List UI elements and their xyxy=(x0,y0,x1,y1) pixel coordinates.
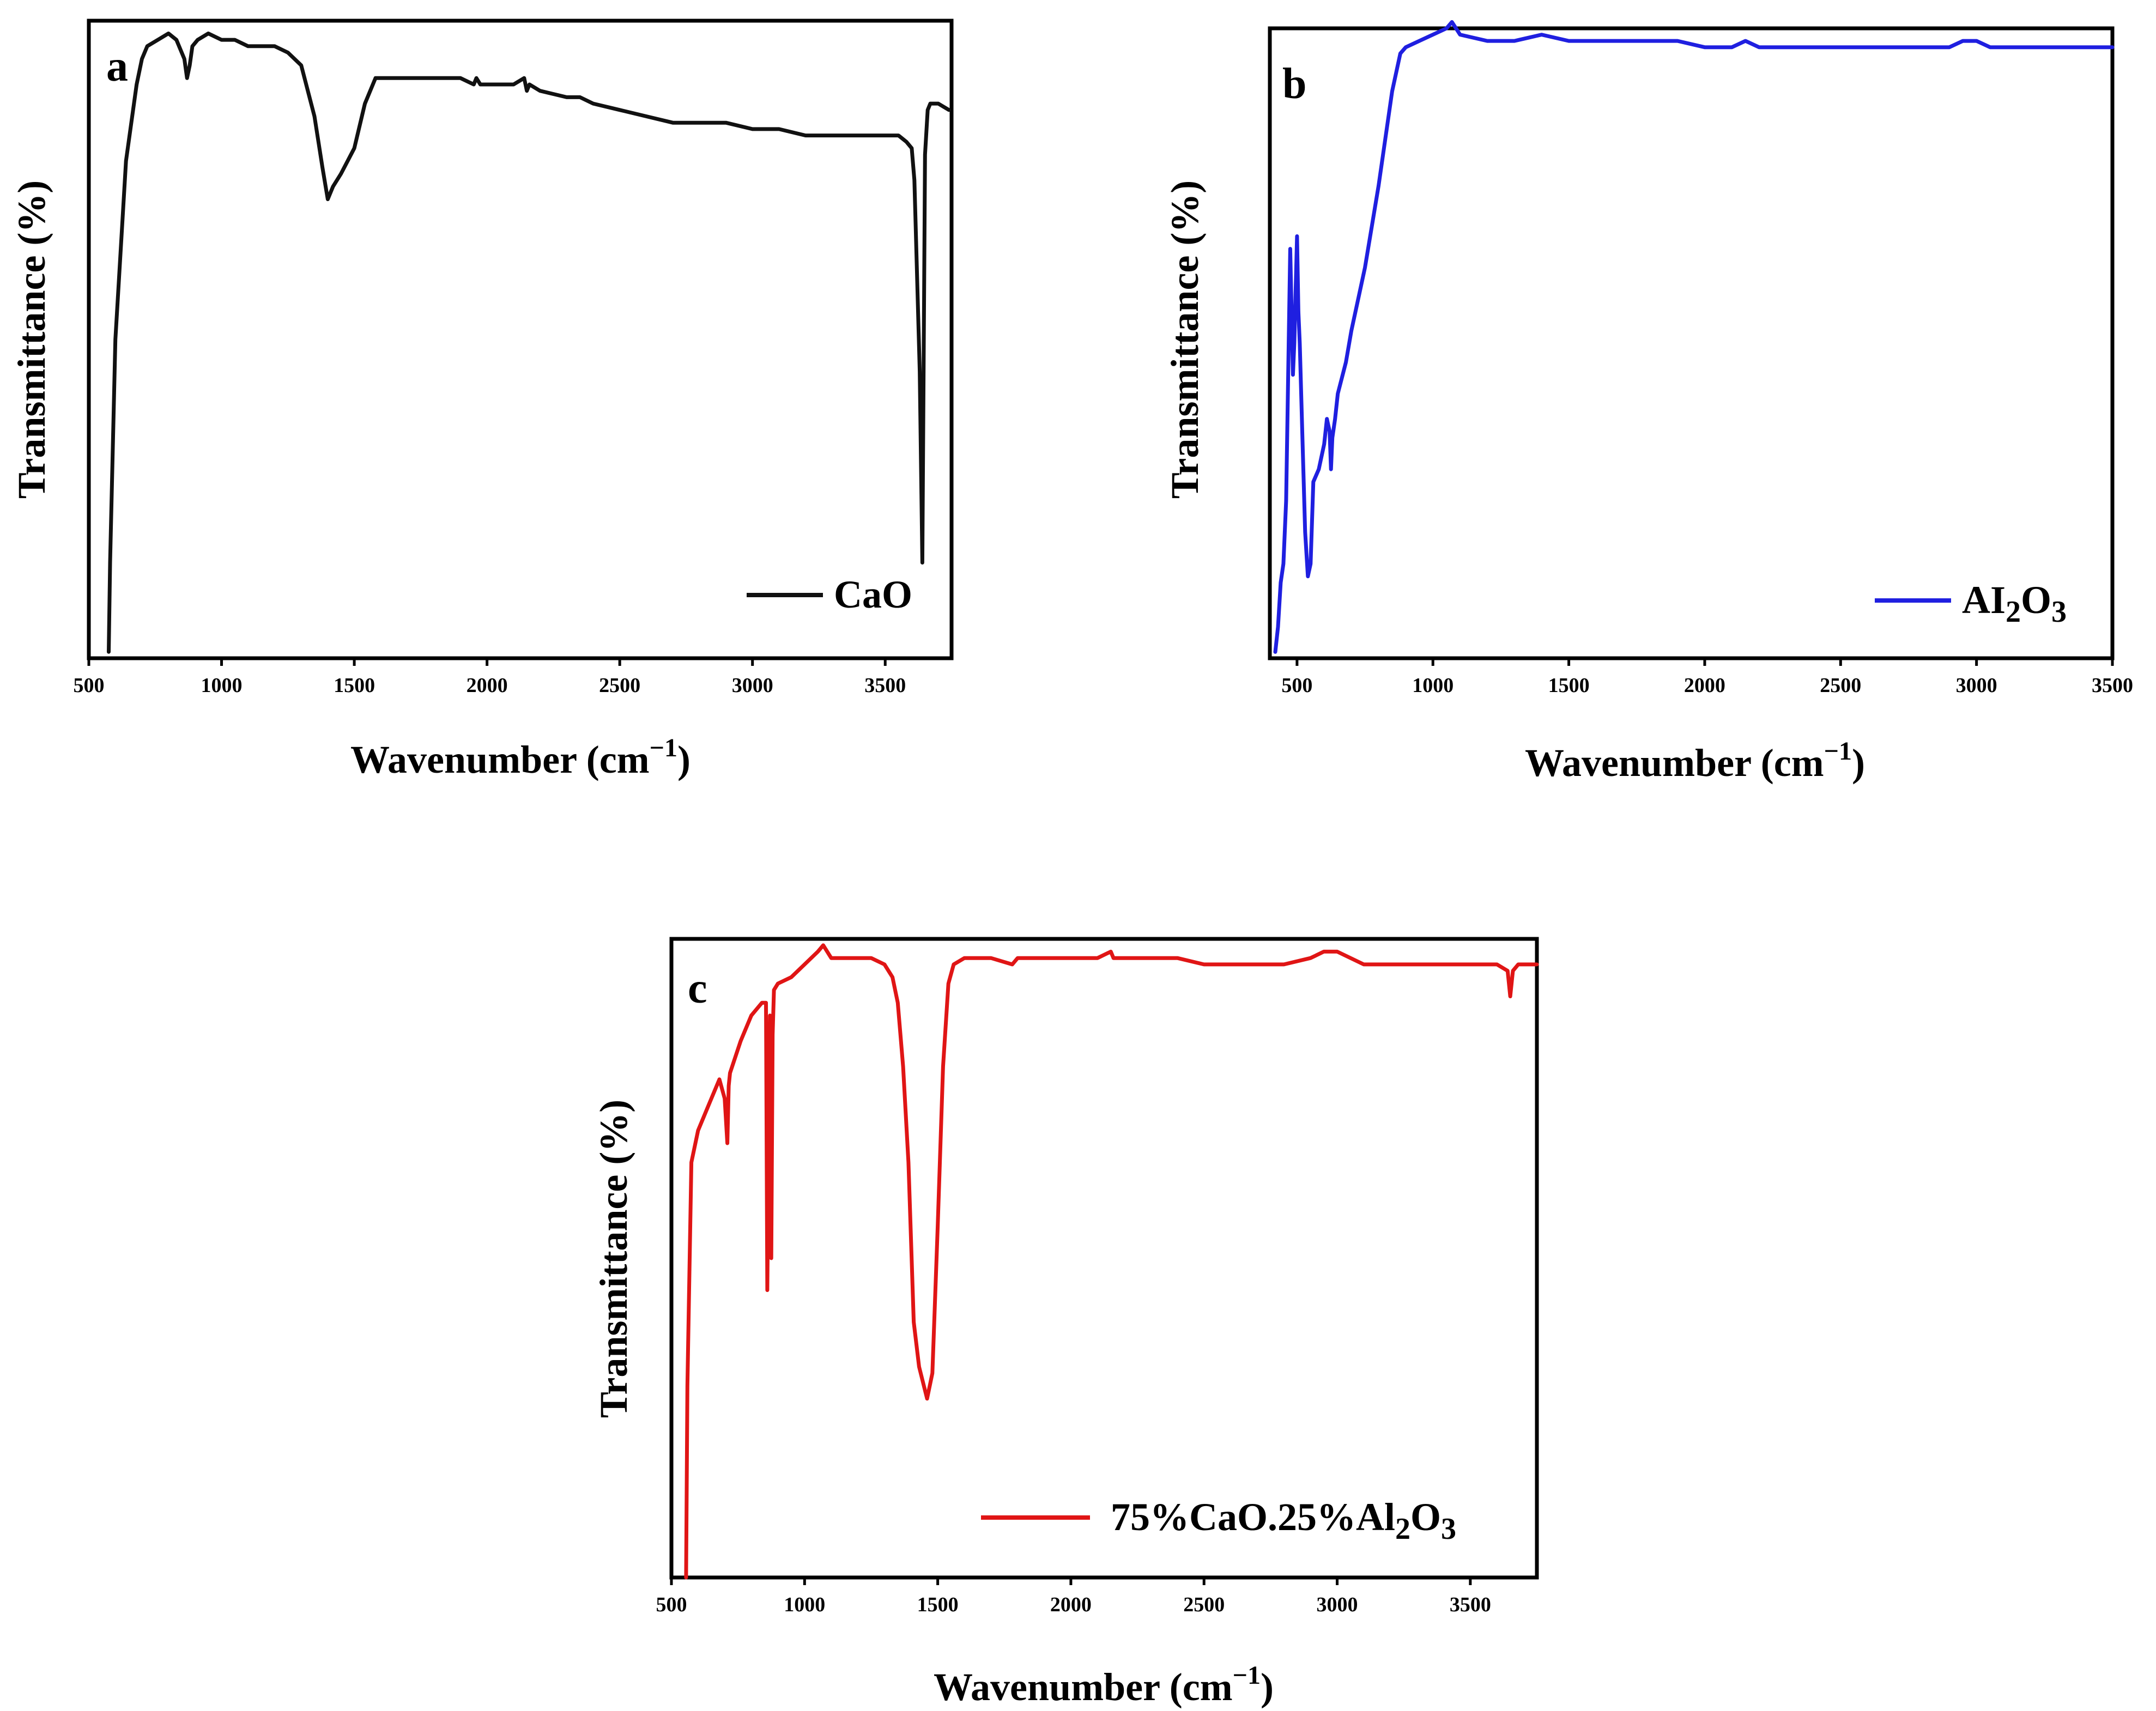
panel-c-x-tick-label-1500: 1500 xyxy=(917,1593,959,1616)
panel-a-x-tick-label-3000: 3000 xyxy=(732,674,773,697)
panel-c-x-tick-label-3000: 3000 xyxy=(1317,1593,1358,1616)
panel-b-tag: b xyxy=(1282,60,1307,108)
panel-b-x-tick-label-1000: 1000 xyxy=(1412,674,1454,697)
panel-b-x-axis-title-close: ) xyxy=(1852,741,1865,785)
panel-a-x-tick-label-3500: 3500 xyxy=(864,674,906,697)
panel-a-legend-part-0: CaO xyxy=(834,573,912,616)
panel-a-x-ticks: 500 1000 1500 2000 2500 3000 3500 xyxy=(74,658,906,697)
panel-b-legend-part-0: AI xyxy=(1962,578,2006,622)
panel-c-x-tick-label-500: 500 xyxy=(656,1593,687,1616)
panel-a-legend-label: CaO xyxy=(834,573,912,616)
panel-a-x-tick-label-500: 500 xyxy=(74,674,105,697)
panel-c-x-axis-title: Wavenumber (cm−1) xyxy=(934,1661,1274,1709)
panel-a-x-tick-label-2000: 2000 xyxy=(467,674,508,697)
panel-a-x-axis-title-close: ) xyxy=(677,738,691,781)
panel-b-x-axis-title-sup: −1 xyxy=(1824,737,1852,766)
panel-b-legend-part-2: O xyxy=(2021,578,2051,622)
panel-c-plot-frame xyxy=(669,937,1539,1580)
panel-a-x-tick-label-1500: 1500 xyxy=(334,674,375,697)
panel-c: c 500 1000 1500 2000 2500 3000 3500 75%CaO.25%… xyxy=(592,937,1539,1709)
panel-a-x-axis-title-main: Wavenumber (cm xyxy=(350,738,650,781)
panel-b-y-axis-title: Transmittance (%) xyxy=(1163,180,1207,499)
panel-a-x-tick-label-2500: 2500 xyxy=(599,674,640,697)
panel-b-x-axis-title: Wavenumber (cm−1) xyxy=(1525,737,1865,785)
panel-c-legend-part-1: 2 xyxy=(1395,1512,1410,1546)
panel-b-legend-part-3: 3 xyxy=(2051,595,2067,629)
panel-a: a 500 1000 1500 2000 2500 3000 3500 CaO Transm… xyxy=(10,19,954,781)
panel-c-legend-label: 75%CaO.25%Al2O3 xyxy=(1111,1495,1456,1546)
panel-a-y-axis-title: Transmittance (%) xyxy=(10,180,53,499)
panel-b-x-tick-label-3500: 3500 xyxy=(2092,674,2133,697)
panel-c-x-axis-title-main: Wavenumber (cm xyxy=(934,1665,1233,1709)
panel-b-legend-part-1: 2 xyxy=(2006,595,2021,629)
panel-b-series-line xyxy=(1273,20,2115,654)
panel-a-legend: CaO xyxy=(747,573,912,616)
panel-b-x-axis-title-main: Wavenumber (cm xyxy=(1525,741,1824,785)
panel-b-x-tick-label-2000: 2000 xyxy=(1684,674,1725,697)
panel-b-x-tick-label-1500: 1500 xyxy=(1548,674,1590,697)
panel-a-x-axis-title: Wavenumber (cm−1) xyxy=(350,733,691,781)
panel-a-x-axis-title-sup: −1 xyxy=(650,733,677,762)
panel-b-x-ticks: 500 1000 1500 2000 2500 3000 3500 xyxy=(1281,658,2133,697)
panel-c-legend: 75%CaO.25%Al2O3 xyxy=(981,1495,1456,1546)
panel-c-x-tick-label-2500: 2500 xyxy=(1183,1593,1225,1616)
panel-b-x-tick-label-3000: 3000 xyxy=(1956,674,1997,697)
panel-b-plot-frame xyxy=(1268,26,2115,660)
panel-c-legend-part-2: O xyxy=(1410,1495,1441,1539)
panel-c-x-tick-label-3500: 3500 xyxy=(1450,1593,1491,1616)
panel-c-tag: c xyxy=(688,964,707,1012)
panel-b-legend-label: AI2O3 xyxy=(1962,578,2067,629)
panel-c-legend-part-3: 3 xyxy=(1441,1512,1456,1546)
panel-b-legend: AI2O3 xyxy=(1875,578,2067,629)
panel-a-series-line xyxy=(107,31,951,654)
panel-c-x-axis-title-close: ) xyxy=(1261,1665,1274,1709)
panel-c-legend-part-0: 75%CaO.25%Al xyxy=(1111,1495,1395,1539)
panel-a-tag: a xyxy=(106,43,128,90)
panel-c-x-axis-title-sup: −1 xyxy=(1233,1661,1261,1690)
panel-c-x-ticks: 500 1000 1500 2000 2500 3000 3500 xyxy=(656,1577,1491,1616)
panel-c-x-tick-label-2000: 2000 xyxy=(1050,1593,1092,1616)
panel-c-y-axis-title: Transmittance (%) xyxy=(592,1100,635,1418)
panel-c-x-tick-label-1000: 1000 xyxy=(784,1593,825,1616)
panel-c-series-line xyxy=(684,943,1539,1580)
panel-b-x-tick-label-2500: 2500 xyxy=(1820,674,1861,697)
panel-a-x-tick-label-1000: 1000 xyxy=(201,674,243,697)
panel-b: b 500 1000 1500 2000 2500 3000 3500 AI2O3 Tran… xyxy=(1163,20,2133,785)
panel-b-x-tick-label-500: 500 xyxy=(1281,674,1312,697)
panel-a-plot-frame xyxy=(87,19,954,660)
